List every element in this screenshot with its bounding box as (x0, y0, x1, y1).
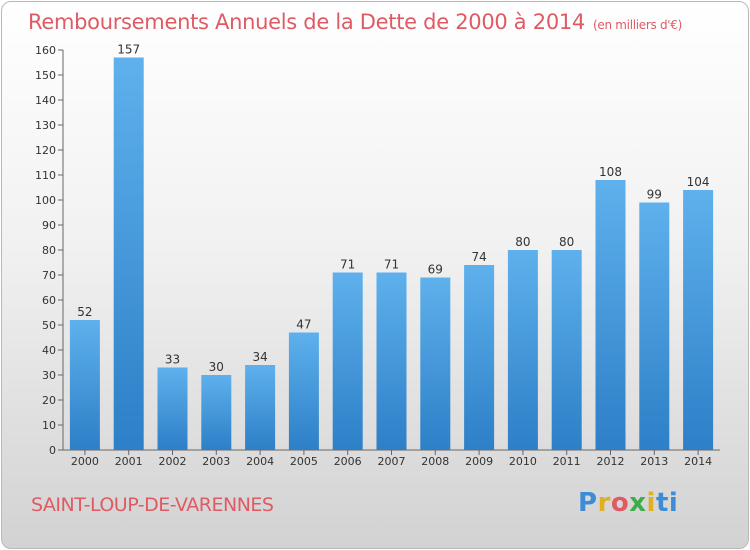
bar (288, 332, 319, 450)
y-tick-label: 120 (35, 144, 56, 157)
y-tick-label: 90 (42, 219, 56, 232)
bar (420, 277, 451, 450)
bar-value-label: 33 (165, 353, 180, 367)
bar-value-label: 80 (559, 235, 574, 249)
y-tick-label: 40 (42, 344, 56, 357)
y-tick-label: 50 (42, 319, 56, 332)
x-tick-label: 2005 (290, 455, 318, 468)
y-tick-label: 100 (35, 194, 56, 207)
y-tick-label: 60 (42, 294, 56, 307)
bar (157, 367, 188, 450)
y-tick-label: 0 (49, 444, 56, 457)
bar (245, 365, 276, 450)
x-tick-label: 2000 (71, 455, 99, 468)
x-tick-label: 2004 (246, 455, 274, 468)
y-tick-label: 160 (35, 44, 56, 57)
y-tick-label: 10 (42, 419, 56, 432)
bar (113, 57, 144, 450)
chart-title: Remboursements Annuels de la Dette de 20… (28, 10, 682, 34)
x-tick-label: 2011 (553, 455, 581, 468)
chart-subtitle: (en milliers d'€) (593, 18, 683, 32)
y-tick-label: 80 (42, 244, 56, 257)
x-tick-label: 2014 (684, 455, 712, 468)
bar-value-label: 108 (599, 165, 622, 179)
y-tick-label: 130 (35, 119, 56, 132)
bar (464, 265, 495, 450)
x-tick-label: 2013 (640, 455, 668, 468)
chart-title-text: Remboursements Annuels de la Dette de 20… (28, 10, 585, 34)
bar (507, 250, 538, 450)
bar (551, 250, 582, 450)
y-tick-label: 110 (35, 169, 56, 182)
x-tick-label: 2003 (202, 455, 230, 468)
bar-value-label: 157 (117, 43, 140, 57)
bar-value-label: 99 (647, 188, 662, 202)
y-tick-label: 70 (42, 269, 56, 282)
x-tick-label: 2009 (465, 455, 493, 468)
bar-value-label: 34 (252, 350, 267, 364)
bar-value-label: 104 (687, 175, 710, 189)
bar-value-label: 47 (296, 318, 311, 332)
x-tick-label: 2001 (115, 455, 143, 468)
x-tick-label: 2012 (597, 455, 625, 468)
x-tick-label: 2002 (159, 455, 187, 468)
bar-value-label: 71 (384, 258, 399, 272)
bar (376, 272, 407, 450)
bar-value-label: 71 (340, 258, 355, 272)
bar (332, 272, 363, 450)
bar-value-label: 69 (428, 263, 443, 277)
bar-value-label: 30 (209, 360, 224, 374)
y-tick-label: 20 (42, 394, 56, 407)
bar (595, 180, 626, 450)
bar-value-label: 74 (471, 250, 486, 264)
bar-value-label: 80 (515, 235, 530, 249)
bar (201, 375, 232, 450)
x-tick-label: 2010 (509, 455, 537, 468)
proxiti-logo: Proxiti (578, 488, 679, 518)
x-tick-label: 2008 (421, 455, 449, 468)
x-tick-label: 2007 (378, 455, 406, 468)
x-tick-label: 2006 (334, 455, 362, 468)
town-name: SAINT-LOUP-DE-VARENNES (31, 494, 274, 516)
bar (683, 190, 714, 450)
bar-value-label: 52 (77, 305, 92, 319)
bar (639, 202, 670, 450)
y-tick-label: 140 (35, 94, 56, 107)
bar (69, 320, 100, 450)
y-tick-label: 150 (35, 69, 56, 82)
y-tick-label: 30 (42, 369, 56, 382)
